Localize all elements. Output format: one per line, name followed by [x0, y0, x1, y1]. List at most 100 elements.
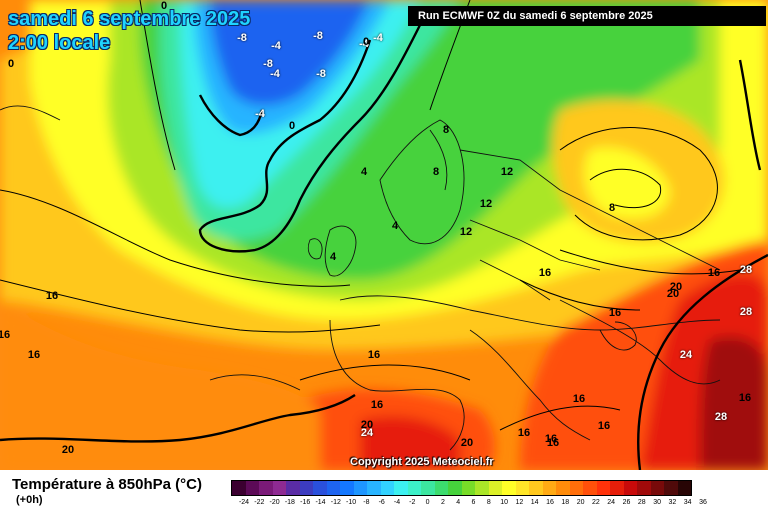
scale-tick-label: 18 [561, 499, 570, 506]
isotherm-label: 16 [738, 392, 752, 404]
scale-swatch [637, 481, 651, 495]
scale-swatch [245, 481, 259, 495]
scale-swatch [407, 481, 421, 495]
scale-tick-label: 6 [471, 499, 476, 506]
scale-swatch [259, 481, 273, 495]
isotherm-label: 16 [538, 267, 552, 279]
isotherm-label: 0 [362, 36, 370, 48]
isotherm-label: 28 [739, 264, 753, 276]
scale-swatch [650, 481, 664, 495]
isotherm-label: 16 [45, 290, 59, 302]
isotherms-thin [0, 0, 741, 431]
scale-swatch [448, 481, 462, 495]
isotherm-label: 24 [679, 349, 693, 361]
scale-tick-label: -8 [363, 499, 370, 506]
isotherms-bold [0, 24, 768, 470]
isotherm-label: -4 [271, 40, 281, 52]
scale-swatch [272, 481, 286, 495]
color-scale [231, 480, 692, 496]
scale-tick-label: 22 [591, 499, 600, 506]
isotherm-label: -4 [270, 68, 280, 80]
scale-tick-label: 0 [425, 499, 430, 506]
isotherm-label: 20 [61, 444, 75, 456]
isotherm-label: 8 [442, 124, 450, 136]
scale-swatch [380, 481, 394, 495]
isotherm-label: 16 [608, 307, 622, 319]
copyright-text: Copyright 2025 Meteociel.fr [350, 456, 494, 468]
isotherm-label: 12 [459, 226, 473, 238]
isotherm-label: 16 [367, 349, 381, 361]
isotherm-label: 20 [669, 281, 683, 293]
scale-tick-label: 20 [576, 499, 585, 506]
isotherm-label: -4 [255, 108, 265, 120]
scale-swatch [367, 481, 381, 495]
scale-tick-label: -6 [378, 499, 385, 506]
scale-tick-label: 4 [456, 499, 461, 506]
scale-tick-label: -16 [300, 499, 311, 506]
scale-swatch [421, 481, 435, 495]
isotherm-label: -8 [316, 68, 326, 80]
scale-swatch [664, 481, 678, 495]
scale-tick-label: -2 [409, 499, 416, 506]
scale-swatch [596, 481, 610, 495]
scale-tick-label: 32 [668, 499, 677, 506]
scale-swatch [286, 481, 300, 495]
temperature-map [0, 0, 768, 470]
scale-tick-label: -18 [284, 499, 295, 506]
scale-tick-label: 14 [530, 499, 539, 506]
scale-swatch [677, 481, 691, 495]
scale-swatch [556, 481, 570, 495]
isotherm-label: 0 [160, 0, 168, 12]
forecast-offset: (+0h) [16, 494, 43, 506]
variable-title: Température à 850hPa (°C) [12, 476, 202, 493]
scale-tick-label: -4 [393, 499, 401, 506]
isotherm-label: 12 [500, 166, 514, 178]
isotherm-label: 16 [517, 427, 531, 439]
scale-tick-label: 2 [440, 499, 445, 506]
isotherm-label: 16 [597, 420, 611, 432]
scale-swatch [610, 481, 624, 495]
run-info-banner: Run ECMWF 0Z du samedi 6 septembre 2025 [408, 6, 766, 26]
scale-swatch [583, 481, 597, 495]
isotherm-label: 16 [27, 349, 41, 361]
scale-tick-label: 30 [653, 499, 661, 506]
scale-swatch [340, 481, 354, 495]
isotherm-label: -8 [237, 32, 247, 44]
scale-tick-label: 12 [515, 499, 524, 506]
scale-swatch [529, 481, 543, 495]
scale-tick-label: -24 [238, 499, 250, 506]
isotherm-label: 16 [546, 437, 560, 449]
scale-swatch [299, 481, 313, 495]
isotherm-label: 16 [707, 267, 721, 279]
scale-swatch [488, 481, 502, 495]
scale-swatch [542, 481, 556, 495]
scale-swatch [353, 481, 367, 495]
scale-swatch [569, 481, 583, 495]
isotherm-label: -8 [313, 30, 323, 42]
scale-tick-label: -20 [269, 499, 280, 506]
isotherm-label: 0 [288, 120, 296, 132]
scale-tick-label: 34 [683, 499, 692, 506]
scale-swatch [434, 481, 448, 495]
isotherm-label: 16 [0, 329, 11, 341]
scale-tick-label: -22 [254, 499, 265, 506]
isotherm-label: -4 [359, 38, 369, 50]
scale-swatch [461, 481, 475, 495]
scale-tick-label: 28 [637, 499, 646, 506]
scale-tick-label: 26 [622, 499, 631, 506]
scale-swatch [326, 481, 340, 495]
scale-tick-label: 8 [486, 499, 491, 506]
scale-tick-label: 16 [546, 499, 554, 506]
isotherm-label: 20 [460, 437, 474, 449]
isotherm-label: 4 [391, 220, 399, 232]
scale-swatch [394, 481, 408, 495]
scale-swatch [515, 481, 529, 495]
time-title: 2:00 locale [8, 32, 111, 54]
scale-swatch [623, 481, 637, 495]
isotherm-label: 16 [370, 399, 384, 411]
isotherm-label: 0 [7, 58, 15, 70]
date-title: samedi 6 septembre 2025 [8, 8, 251, 30]
scale-swatch [502, 481, 516, 495]
isotherm-label: 16 [572, 393, 586, 405]
isotherm-label: 8 [432, 166, 440, 178]
